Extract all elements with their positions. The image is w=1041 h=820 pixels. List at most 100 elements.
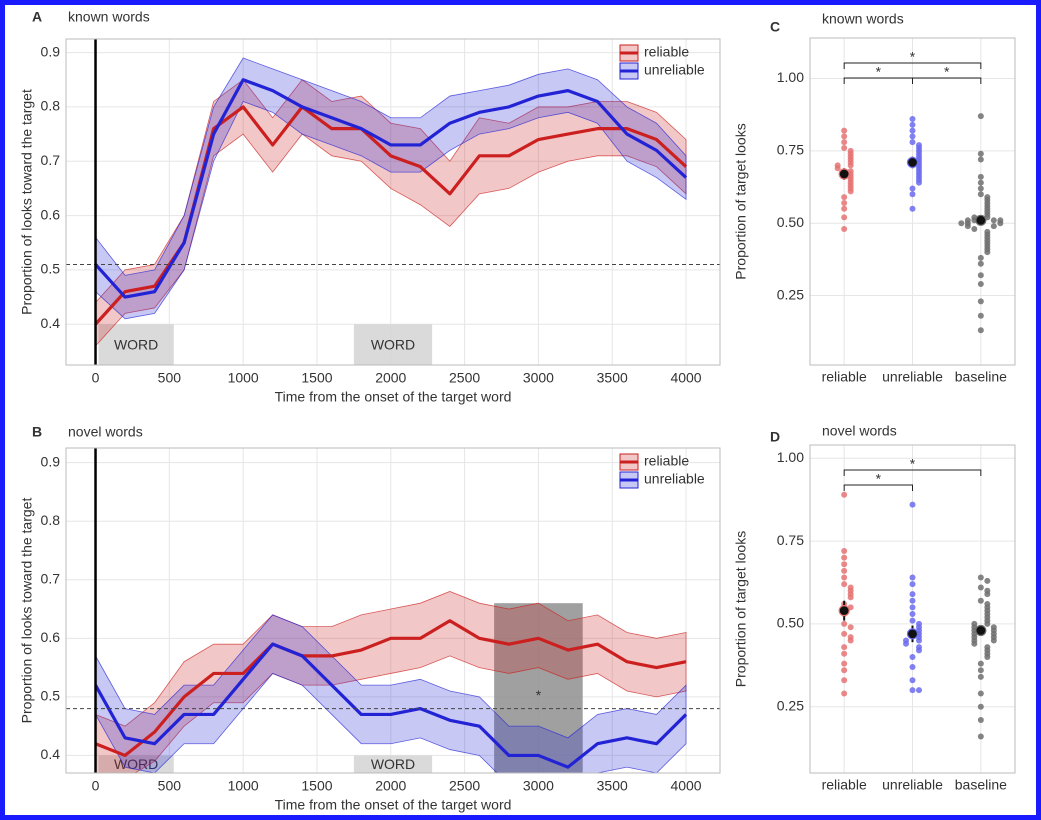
data-point xyxy=(916,687,922,694)
data-point xyxy=(971,640,978,647)
data-point xyxy=(841,205,848,212)
data-point xyxy=(847,624,854,631)
panel-title: known words xyxy=(68,9,150,25)
data-point xyxy=(841,548,848,555)
y-tick-label: 1.00 xyxy=(777,449,804,465)
y-tick-label: 0.6 xyxy=(41,206,61,222)
data-point xyxy=(903,640,909,647)
y-tick-label: 0.75 xyxy=(777,532,804,548)
data-point xyxy=(977,597,984,604)
data-point xyxy=(909,677,916,684)
data-point xyxy=(841,630,848,637)
series-line xyxy=(94,78,688,299)
series-line xyxy=(94,619,687,758)
x-axis-title: Time from the onset of the target word xyxy=(275,797,512,813)
data-point xyxy=(841,561,848,568)
data-point xyxy=(841,581,848,588)
legend-label: reliable xyxy=(644,453,689,469)
data-point xyxy=(984,654,991,661)
data-point xyxy=(977,280,984,287)
data-point xyxy=(977,703,984,710)
shaded-region xyxy=(98,324,174,365)
region-label: WORD xyxy=(371,336,415,352)
y-tick-label: 0.5 xyxy=(41,688,61,704)
significance-bracket xyxy=(843,62,982,69)
data-point xyxy=(909,185,916,192)
data-point xyxy=(841,567,848,574)
x-tick-label: 2000 xyxy=(375,370,406,386)
series-line xyxy=(94,642,688,769)
plot-area: WORD WORD xyxy=(66,39,720,365)
y-tick-label: 0.9 xyxy=(41,453,61,469)
y-tick-label: 0.50 xyxy=(777,615,804,631)
data-point xyxy=(841,491,848,498)
data-point xyxy=(977,113,984,120)
data-point xyxy=(909,604,916,611)
data-point xyxy=(841,127,848,134)
y-tick-label: 0.4 xyxy=(41,746,61,762)
y-tick-label: 0.50 xyxy=(777,214,804,230)
data-point xyxy=(841,144,848,151)
x-tick-label: 1000 xyxy=(228,370,259,386)
mean-point xyxy=(838,168,850,180)
x-tick-label: 500 xyxy=(158,370,182,386)
data-point xyxy=(847,637,854,644)
data-point xyxy=(909,610,916,617)
data-point xyxy=(916,179,922,186)
x-tick-label: baseline xyxy=(955,369,1007,385)
y-axis-title: Proportion of target looks xyxy=(733,123,749,279)
data-point xyxy=(977,272,984,279)
x-tick-label: unreliable xyxy=(882,777,943,793)
data-point xyxy=(909,581,916,588)
significance-label: * xyxy=(910,456,916,472)
data-point xyxy=(841,667,848,674)
data-point xyxy=(990,637,997,644)
data-point xyxy=(977,260,984,267)
data-point xyxy=(841,660,848,667)
data-point xyxy=(958,220,965,227)
data-point xyxy=(909,116,916,123)
data-point xyxy=(841,620,848,627)
legend-label: reliable xyxy=(644,44,689,60)
significance-label: * xyxy=(944,64,950,80)
data-point xyxy=(841,225,848,232)
x-tick-label: 2500 xyxy=(449,370,480,386)
data-point xyxy=(841,644,848,651)
data-point xyxy=(847,594,854,601)
mean-point xyxy=(975,624,987,637)
confidence-band xyxy=(95,614,687,773)
region-label: WORD xyxy=(114,336,158,352)
data-point xyxy=(997,220,1004,227)
y-tick-label: 1.00 xyxy=(777,69,804,85)
y-tick-label: 0.25 xyxy=(777,286,804,302)
x-tick-label: reliable xyxy=(822,369,867,385)
data-point xyxy=(977,254,984,261)
panel-letter: A xyxy=(32,9,42,25)
data-point xyxy=(977,156,984,163)
data-point xyxy=(971,225,978,232)
data-point xyxy=(909,127,916,134)
data-point xyxy=(841,194,848,201)
significance-label: * xyxy=(876,471,882,487)
panel-title: novel words xyxy=(68,424,143,440)
data-point xyxy=(977,150,984,157)
data-point xyxy=(984,620,991,627)
data-point xyxy=(909,617,916,624)
x-tick-label: 1000 xyxy=(228,778,259,794)
data-point xyxy=(841,574,848,581)
data-point xyxy=(909,205,916,212)
data-point xyxy=(977,179,984,186)
data-point xyxy=(909,654,916,661)
y-axis-title: Proportion of target looks xyxy=(733,531,749,687)
data-point xyxy=(841,133,848,140)
panel-letter: D xyxy=(770,429,780,445)
shaded-region xyxy=(98,755,174,773)
data-point xyxy=(984,577,991,584)
data-point xyxy=(909,139,916,146)
data-point xyxy=(984,591,991,598)
data-point xyxy=(841,214,848,221)
data-point xyxy=(990,223,997,230)
y-axis-title: Proportion of looks toward the target xyxy=(19,498,35,724)
